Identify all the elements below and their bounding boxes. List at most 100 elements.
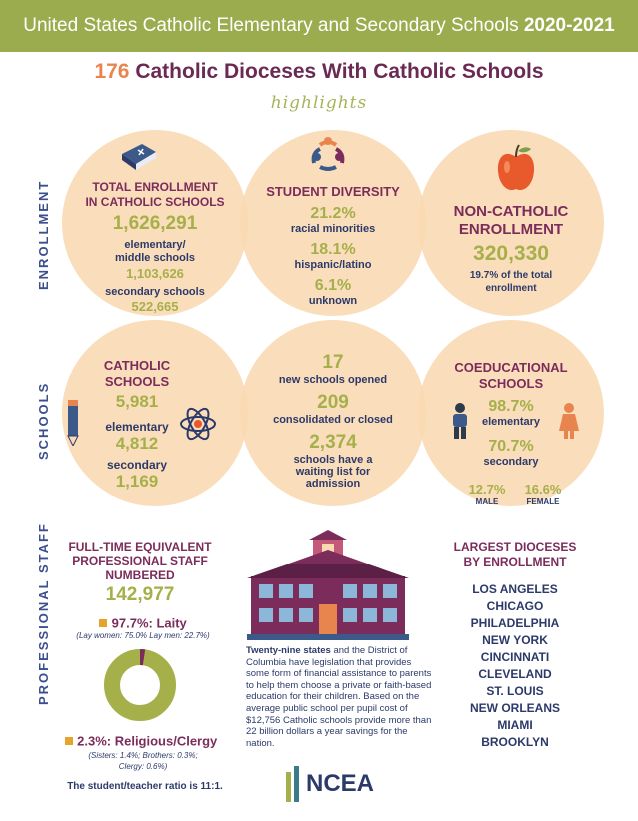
opened-value: 17 (322, 352, 344, 373)
ncea-logo-mark-icon (286, 766, 299, 802)
diocese-item: CLEVELAND (478, 667, 552, 681)
elementary-label: elementary/ middle schools (114, 239, 196, 264)
diocese-item: ST. LOUIS (486, 684, 544, 698)
religious-label: 2.3%: Religious/Clergy (77, 733, 218, 749)
religious-note: (Sisters: 1.4%; Brothers: 0.3%; Clergy: … (88, 751, 198, 771)
highlights-label: highlights (270, 93, 368, 113)
religious-swatch (64, 736, 73, 745)
laity-legend: 97.7%: Laity (68, 614, 218, 632)
coed-elem-label: elementary (481, 416, 541, 428)
side-label-schools: SCHOOLS (36, 381, 51, 460)
atom-icon (180, 407, 216, 441)
diocese-item: LOS ANGELES (472, 582, 558, 596)
laity-note: (Lay women: 75.0% Lay men: 22.7%) (76, 631, 210, 640)
coed-elem-value: 98.7% (488, 398, 534, 415)
diversity-label-2: hispanic/latino (294, 259, 372, 271)
opened-label: new schools opened (278, 374, 388, 386)
boy-icon (453, 403, 467, 439)
waiting-value: 2,374 (309, 432, 357, 453)
circle-diversity (240, 130, 426, 316)
staff-heading: FULL-TIME EQUIVALENT PROFESSIONAL STAFF … (68, 540, 212, 582)
diocese-item: NEW YORK (482, 633, 548, 647)
coed-sec-label: secondary (483, 456, 539, 468)
staff-total: 142,977 (105, 584, 175, 605)
non-catholic-block: NON-CATHOLIC ENROLLMENT 320,330 19.7% of… (418, 203, 604, 295)
dioceses-heading: LARGEST DIOCESES BY ENROLLMENT (453, 540, 577, 569)
school-building-icon (247, 530, 409, 640)
circle-catholic-schools (62, 320, 248, 506)
dioceses-list: LOS ANGELES CHICAGO PHILADELPHIA NEW YOR… (440, 581, 590, 751)
laity-label: 97.7%: Laity (111, 615, 187, 631)
diversity-value-3: 6.1% (314, 277, 352, 294)
coed-heading: COEDUCATIONAL SCHOOLS (454, 360, 568, 391)
ncea-logo: NCEA (284, 764, 384, 804)
ncea-logo-text: NCEA (306, 770, 375, 797)
side-label-staff: PROFESSIONAL STAFF (36, 522, 51, 705)
apple-icon (497, 144, 535, 191)
diocese-item: CINCINNATI (480, 650, 550, 664)
ratio-text: The student/teacher ratio is 11:1. (67, 781, 223, 792)
diocese-item: PHILADELPHIA (470, 616, 560, 630)
new-schools-block: 17 new schools opened 209 consolidated o… (255, 352, 411, 490)
non-catholic-heading: NON-CATHOLIC ENROLLMENT (453, 203, 569, 238)
girl-icon (559, 403, 579, 439)
diocese-item: MIAMI (497, 718, 533, 732)
catholic-schools-elem-value: 4,812 (115, 434, 159, 453)
circle-new-schools (240, 320, 426, 506)
male-label: MALE (475, 497, 499, 506)
total-enrollment-block: TOTAL ENROLLMENT IN CATHOLIC SCHOOLS 1,6… (62, 180, 248, 314)
male-value: 12.7% (468, 482, 506, 497)
catholic-schools-heading: CATHOLIC SCHOOLS (103, 358, 171, 389)
secondary-value: 522,665 (131, 299, 179, 314)
closed-value: 209 (317, 392, 349, 413)
dioceses-count: 176 (94, 60, 130, 83)
laity-swatch (99, 618, 108, 627)
pencil-icon (67, 400, 79, 446)
dioceses-block: LARGEST DIOCESES BY ENROLLMENT LOS ANGEL… (440, 540, 590, 751)
non-catholic-note: 19.7% of the total enrollment (469, 270, 553, 294)
diversity-value-1: 21.2% (310, 205, 356, 222)
legislation-text: and the District of Columbia have legisl… (246, 645, 432, 749)
circle-total-enrollment (62, 130, 248, 316)
closed-label: consolidated or closed (273, 414, 393, 426)
diversity-block: STUDENT DIVERSITY 21.2% racial minoritie… (240, 184, 426, 307)
bible-icon (122, 144, 156, 170)
diversity-heading: STUDENT DIVERSITY (266, 184, 400, 199)
banner-year: 2020-2021 (523, 15, 615, 36)
total-enrollment-heading: TOTAL ENROLLMENT IN CATHOLIC SCHOOLS (85, 180, 225, 209)
side-label-enrollment: ENROLLMENT (36, 179, 51, 290)
catholic-schools-sec-label: secondary (106, 458, 168, 472)
female-label: FEMALE (526, 497, 560, 506)
secondary-label: secondary schools (105, 286, 205, 298)
coed-sec-value: 70.7% (488, 438, 534, 455)
page-subtitle: 176 Catholic Dioceses With Catholic Scho… (0, 60, 638, 84)
male-block: 12.7% MALE (462, 482, 512, 506)
female-block: 16.6% FEMALE (518, 482, 568, 506)
female-value: 16.6% (524, 482, 562, 497)
header-banner: United States Catholic Elementary and Se… (0, 0, 638, 52)
religious-legend: 2.3%: Religious/Clergy (46, 732, 236, 750)
diocese-item: CHICAGO (486, 599, 544, 613)
staff-block: FULL-TIME EQUIVALENT PROFESSIONAL STAFF … (60, 540, 220, 606)
diocese-item: NEW ORLEANS (470, 701, 560, 715)
diversity-label-3: unknown (308, 295, 358, 307)
donut-laity (104, 649, 176, 721)
coed-block: COEDUCATIONAL SCHOOLS 98.7% elementary 7… (418, 360, 604, 468)
diversity-label-1: racial minorities (290, 223, 376, 235)
non-catholic-value: 320,330 (473, 242, 549, 265)
circle-coed (418, 320, 604, 506)
legislation-paragraph: Twenty-nine states and the District of C… (246, 645, 432, 749)
diversity-people-icon (311, 137, 345, 171)
total-enrollment-value: 1,626,291 (112, 213, 198, 234)
diocese-item: BROOKLYN (481, 735, 549, 749)
catholic-schools-block: CATHOLIC SCHOOLS 5,981 elementary 4,812 … (72, 358, 202, 492)
diversity-value-2: 18.1% (310, 241, 356, 258)
catholic-schools-elem-label: elementary (105, 420, 169, 434)
staff-donut-chart (104, 649, 176, 721)
catholic-schools-sec-value: 1,169 (115, 472, 159, 491)
banner-title: United States Catholic Elementary and Se… (23, 15, 519, 36)
legislation-bold: Twenty-nine states (246, 645, 331, 656)
subtitle-text: Catholic Dioceses With Catholic Schools (135, 60, 544, 83)
waiting-label: schools have a waiting list for admissio… (293, 454, 373, 490)
catholic-schools-total: 5,981 (115, 392, 159, 411)
